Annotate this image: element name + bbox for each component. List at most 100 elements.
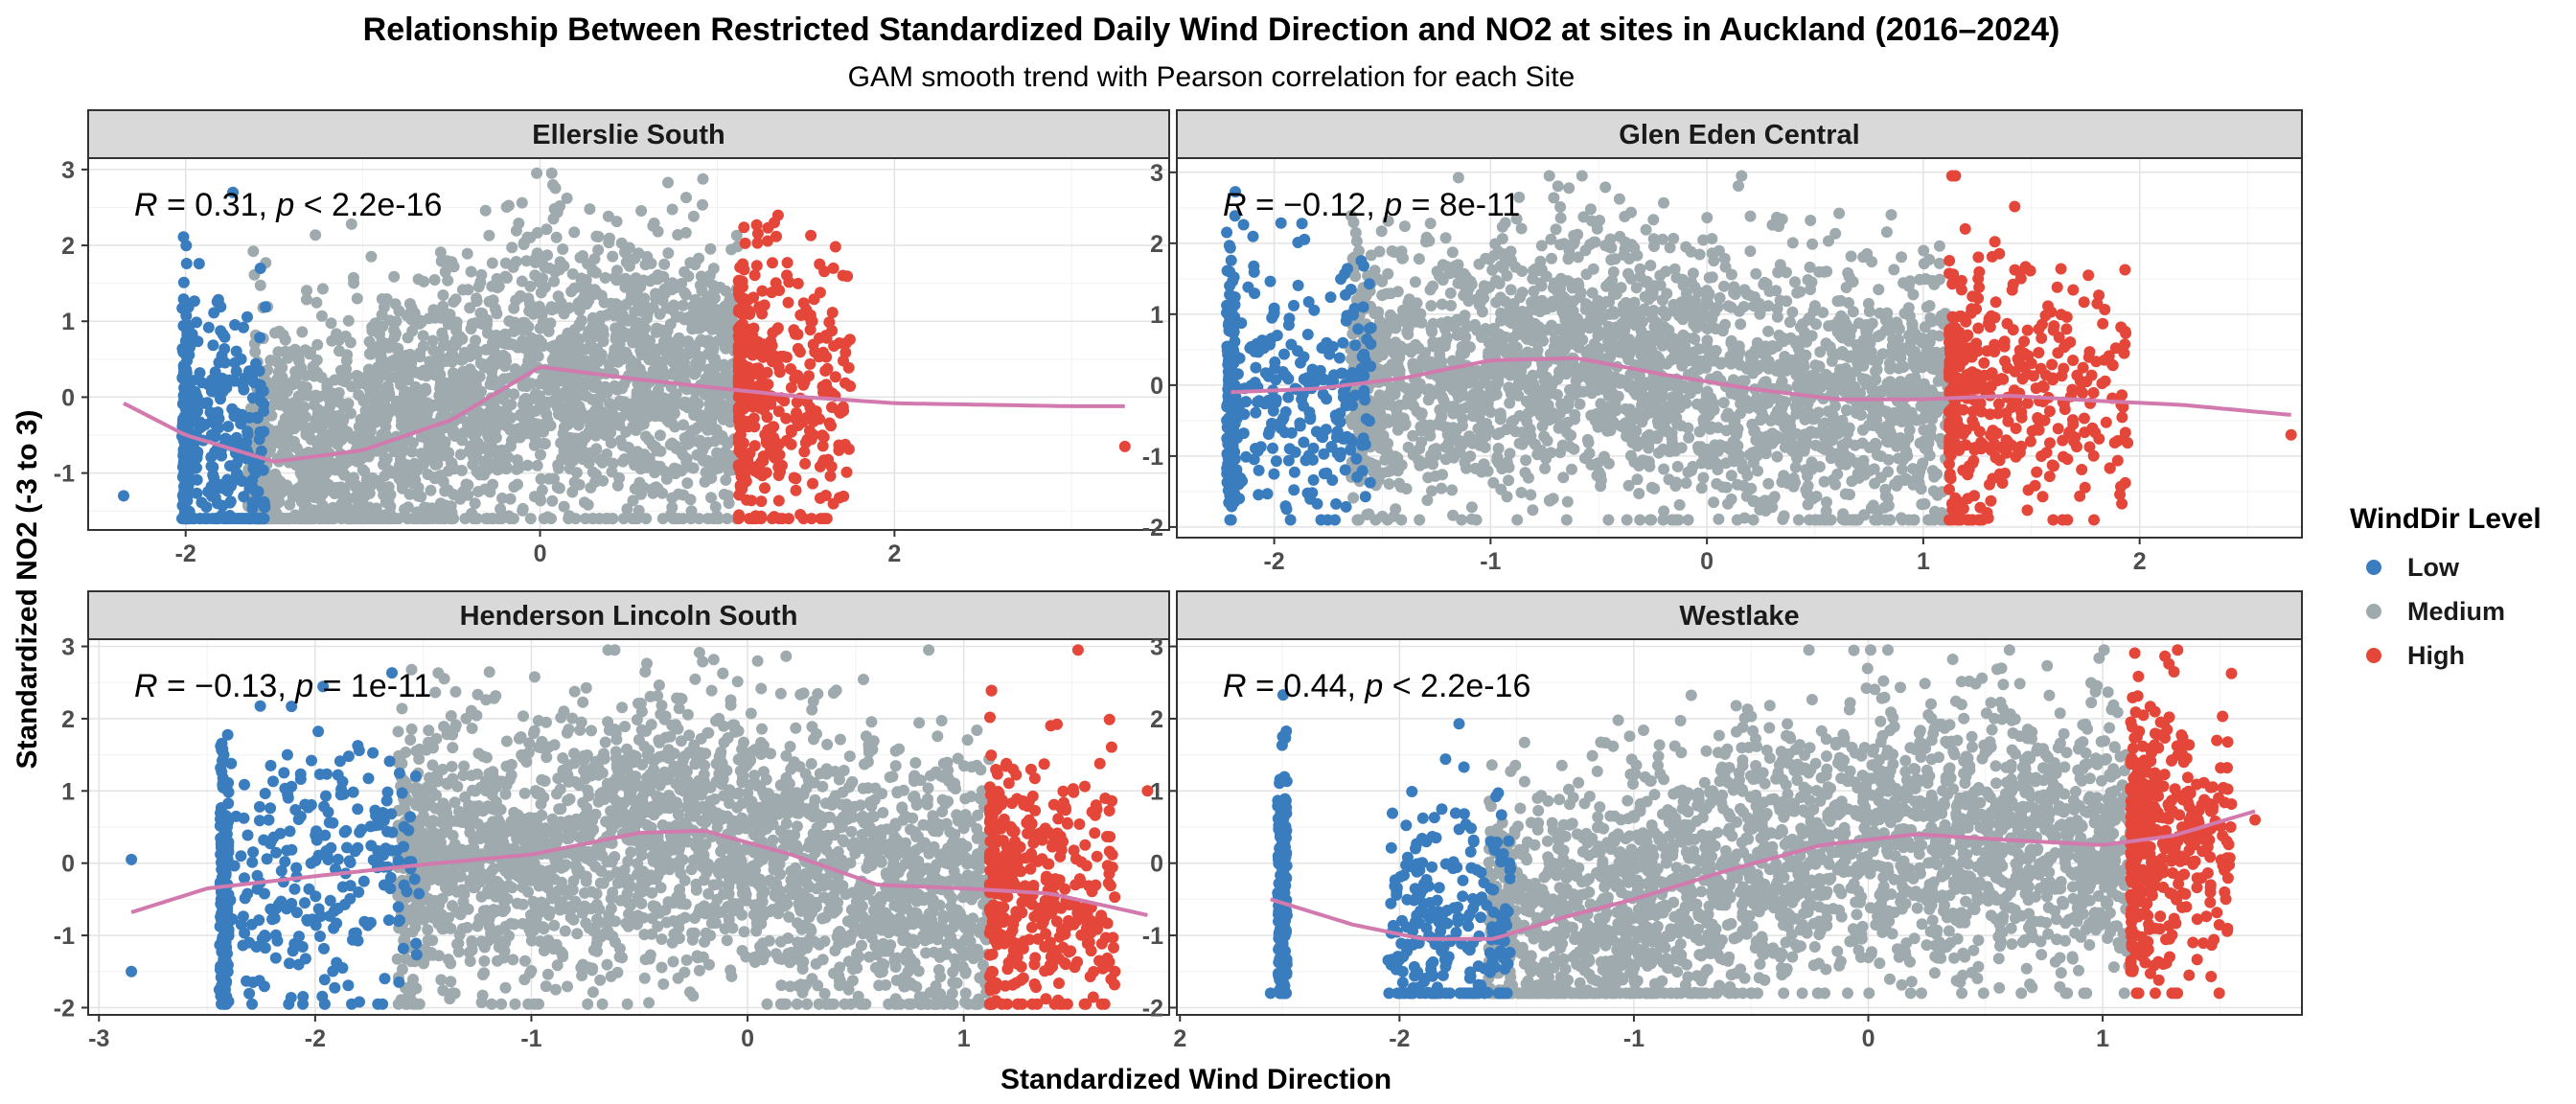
data-point [1382,215,1394,227]
data-point [1558,238,1571,250]
data-point [625,291,637,304]
data-point [805,513,817,525]
data-point [654,429,666,442]
data-point [1735,407,1746,420]
data-point [252,459,264,472]
data-point [661,348,674,360]
data-point [748,440,761,452]
data-point [1819,417,1830,429]
data-point [448,296,460,308]
data-point [208,307,220,319]
data-point [769,217,780,229]
data-point [308,390,320,402]
data-point [434,374,447,386]
data-point [369,416,381,428]
data-point [380,428,392,441]
data-point [419,401,431,413]
data-point [567,453,579,466]
data-point [1915,400,1927,412]
data-point [238,383,250,396]
data-point [635,338,648,351]
data-point [1525,489,1537,501]
data-point [221,485,234,497]
data-point [621,503,633,516]
data-point [565,351,578,363]
data-point [778,395,791,407]
x-tick-label: 2 [887,540,901,567]
data-point [258,513,269,525]
data-point [246,392,259,404]
data-point [1456,514,1468,526]
data-point [597,410,610,423]
data-point [718,358,730,371]
data-point [1713,513,1725,525]
data-point [1697,234,1710,246]
data-point [691,448,703,461]
data-point [837,269,849,282]
data-point [844,380,857,392]
data-point [442,274,454,287]
data-point [1658,463,1670,475]
data-point [534,322,546,334]
data-point [254,279,266,291]
data-point [650,460,662,472]
data-point [785,426,797,438]
data-point [295,403,308,416]
data-point [360,473,373,486]
data-point [272,346,285,358]
data-point [1680,477,1692,490]
data-point [1717,397,1730,409]
data-point [1452,172,1464,184]
data-point [743,374,755,386]
data-point [1931,489,1944,501]
data-point [760,433,772,446]
data-point [465,265,477,278]
data-point [364,425,377,437]
data-point [785,363,797,375]
data-point [1436,298,1448,310]
data-point [268,387,281,400]
data-point [1591,470,1603,482]
data-point [536,484,548,496]
data-point [489,303,501,315]
data-point [531,247,543,260]
data-point [334,364,347,377]
data-point [585,355,597,367]
data-point [443,309,455,321]
data-point [690,357,702,370]
data-point [748,412,760,425]
data-point [742,323,754,335]
data-point [1427,340,1439,353]
data-point [1511,514,1524,526]
data-point [390,315,402,328]
data-point [829,371,841,383]
data-point [798,446,811,458]
data-point [416,369,427,380]
data-point [318,472,330,484]
data-point [380,421,392,433]
data-point [709,323,722,334]
data-point [406,416,419,428]
data-point [529,404,541,417]
data-point [512,341,524,354]
data-point [448,261,460,273]
data-point [593,426,605,438]
data-point [1718,280,1730,292]
data-point [755,513,768,525]
data-point [791,406,802,419]
data-point [183,378,196,390]
data-point [253,433,265,446]
data-point [499,411,512,424]
data-point [1882,499,1895,512]
data-point [191,448,203,460]
data-point [1736,170,1748,182]
data-point [419,409,431,422]
data-point [1560,514,1573,526]
data-point [770,230,782,242]
data-point [566,267,579,280]
y-tick-label: 1 [61,309,75,335]
data-point [330,332,342,344]
data-point [1933,257,1945,269]
data-point [1398,220,1411,233]
data-point [490,337,502,350]
